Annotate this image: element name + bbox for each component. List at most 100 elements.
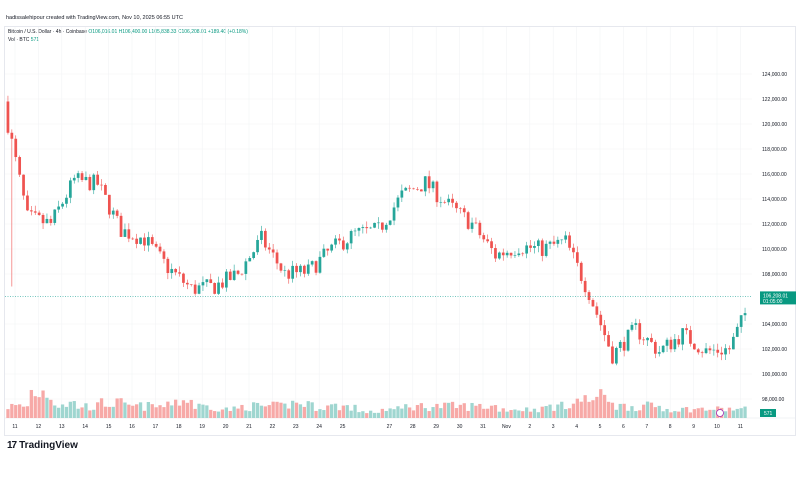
volume-bar	[103, 406, 108, 418]
candle-body	[595, 306, 599, 315]
candle-body	[720, 352, 724, 355]
candle-body	[252, 252, 256, 259]
candle-body	[119, 215, 123, 237]
symbol-name[interactable]: Bitcoin / U.S. Dollar · 4h · Coinbase	[8, 29, 87, 35]
volume-bar	[189, 399, 193, 418]
time-axis-label: 31	[480, 424, 486, 430]
volume-bar	[684, 407, 689, 418]
time-axis-label: 4	[575, 424, 578, 430]
volume-bar	[645, 401, 650, 418]
volume-bar	[365, 413, 369, 418]
candle-body	[642, 339, 646, 341]
volume-bar	[302, 406, 306, 418]
volume-bar	[279, 402, 283, 418]
candle-body	[431, 181, 435, 189]
time-axis-label: 14	[82, 424, 88, 430]
symbol-legend: Bitcoin / U.S. Dollar · 4h · Coinbase O1…	[8, 29, 248, 35]
candle-body	[427, 176, 431, 189]
bar-countdown: 01:05:00	[763, 299, 783, 305]
volume-bar	[595, 396, 599, 418]
volume-bar	[431, 407, 435, 418]
price-axis-label: 100,000.00	[762, 372, 787, 378]
volume-bar	[673, 411, 677, 418]
price-axis-label: 108,000.00	[762, 272, 787, 278]
candle-body	[458, 208, 462, 209]
time-axis-label: 20	[223, 424, 229, 430]
candle-body	[283, 270, 287, 271]
candle-body	[104, 184, 107, 195]
chart-credit: hadissalehipour created with TradingView…	[6, 15, 183, 21]
candle-body	[275, 252, 279, 264]
candle-body	[334, 238, 337, 245]
volume-bar	[37, 397, 41, 418]
volume-bar	[213, 411, 217, 418]
volume-bar	[727, 407, 732, 418]
candle-body	[349, 231, 353, 244]
volume-bar	[692, 409, 696, 418]
candle-body	[681, 328, 685, 345]
volume-bar	[88, 410, 92, 418]
time-axis-label: 23	[293, 424, 299, 430]
candle-body	[14, 138, 18, 158]
volume-bar	[369, 410, 373, 418]
candle-body	[61, 203, 64, 207]
volume-bar	[349, 410, 353, 418]
volume-bar	[696, 408, 700, 418]
volume-bar	[653, 407, 657, 418]
volume-bar	[224, 407, 228, 418]
candle-body	[704, 348, 708, 354]
candle-body	[474, 222, 478, 224]
volume-bar	[677, 411, 681, 418]
candle-body	[525, 245, 529, 254]
volume-bar	[84, 403, 88, 418]
candle-body	[653, 341, 657, 354]
time-axis-label: 3	[552, 424, 555, 430]
volume-bar	[146, 401, 150, 418]
candle-body	[638, 323, 642, 340]
candle-body	[540, 240, 544, 256]
candle-body	[587, 292, 591, 301]
price-axis-label: 104,000.00	[762, 322, 787, 328]
candle-body	[513, 255, 517, 256]
volume-bar	[60, 404, 65, 418]
volume-bar	[603, 394, 607, 418]
candle-body	[462, 208, 466, 213]
candle-body	[599, 314, 603, 326]
candle-body	[529, 245, 532, 248]
volume-bar	[185, 402, 189, 418]
candle-body	[583, 280, 587, 293]
price-axis-label: 122,000.00	[762, 97, 787, 103]
time-axis-label: 24	[316, 424, 322, 430]
volume-legend-label[interactable]: Vol · BTC	[8, 37, 30, 43]
volume-bar	[174, 399, 178, 418]
volume-bar	[18, 404, 22, 418]
candle-body	[419, 189, 423, 192]
candle-body	[611, 346, 614, 364]
candle-body	[193, 284, 197, 294]
candle-body	[669, 339, 673, 350]
volume-bar	[661, 411, 665, 418]
candle-body	[256, 239, 259, 253]
volume-bar	[72, 401, 76, 418]
candle-body	[68, 180, 72, 198]
volume-bar	[283, 403, 287, 418]
candle-body	[388, 220, 392, 225]
candle-body	[700, 352, 704, 354]
candle-body	[396, 197, 400, 208]
close-value: C106,208.01	[177, 29, 207, 35]
candle-body	[505, 252, 509, 256]
volume-bar	[423, 408, 427, 418]
candle-body	[205, 279, 209, 283]
volume-bar	[166, 401, 170, 418]
volume-bar	[525, 407, 529, 418]
candle-body	[267, 247, 271, 250]
volume-bar	[10, 403, 14, 418]
volume-bar	[306, 401, 310, 418]
candle-body	[622, 341, 626, 351]
candle-body	[260, 230, 263, 240]
volume-badge	[760, 409, 776, 417]
candle-body	[295, 265, 298, 273]
candle-body	[743, 313, 747, 316]
volume-bar	[419, 403, 423, 418]
